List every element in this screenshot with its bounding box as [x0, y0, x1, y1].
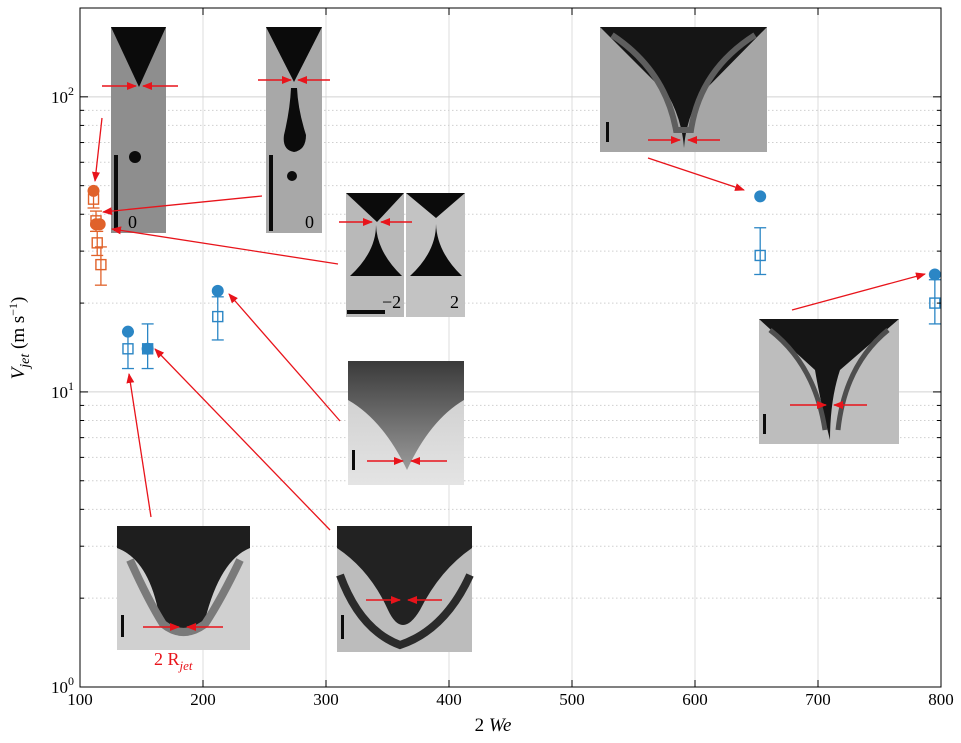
data-point-filled — [928, 268, 941, 281]
inset-label-c: −2 — [382, 292, 401, 312]
inset-photo-d — [600, 27, 767, 152]
inset-label-b: 0 — [305, 212, 314, 232]
plot-frame — [79, 7, 942, 688]
data-point-open-square — [91, 237, 103, 249]
data-point-open-square — [141, 343, 154, 355]
data-point-open-square — [754, 249, 766, 262]
jet-diameter-markers: 2 Rjet — [102, 76, 867, 673]
x-tick-label: 100 — [67, 690, 93, 709]
x-tick-label: 300 — [313, 690, 339, 709]
radius-label: 2 Rjet — [154, 649, 193, 673]
inset-photo-e — [348, 361, 464, 485]
callout-arrows — [92, 117, 926, 531]
x-tick-label: 700 — [805, 690, 831, 709]
inset-label-d: 2 — [450, 292, 459, 312]
inset-photo-c: −2 2 — [346, 193, 465, 317]
data-point-open-square — [122, 343, 134, 355]
inset-photo-h — [336, 526, 474, 652]
data-point-filled — [211, 284, 224, 297]
x-axis-label: 2 We — [475, 715, 512, 736]
y-tick-label: 102 — [51, 84, 74, 107]
x-tick-label: 200 — [190, 690, 216, 709]
x-tick-label: 600 — [682, 690, 708, 709]
photo-insets: 0 0 −2 2 — [111, 27, 899, 652]
inset-photo-a: 0 — [111, 27, 166, 233]
x-tick-label: 500 — [559, 690, 585, 709]
data-point-open-square — [95, 258, 107, 271]
y-tick-label: 101 — [51, 379, 74, 402]
data-marks — [87, 184, 941, 370]
inset-label-a: 0 — [128, 212, 137, 232]
x-tick-label: 400 — [436, 690, 462, 709]
inset-photo-g — [117, 526, 250, 650]
data-point-open-square — [87, 193, 100, 205]
inset-photo-b: 0 — [266, 27, 322, 233]
y-tick-label: 100 — [51, 674, 74, 697]
data-point-open-square — [90, 215, 102, 227]
y-axis-label: Vjet (m s−1) — [6, 297, 33, 380]
data-point-filled — [754, 190, 767, 203]
x-tick-label: 800 — [928, 690, 954, 709]
data-point-open-square — [212, 310, 224, 323]
data-point-filled — [93, 218, 106, 231]
inset-photo-f — [759, 319, 899, 444]
